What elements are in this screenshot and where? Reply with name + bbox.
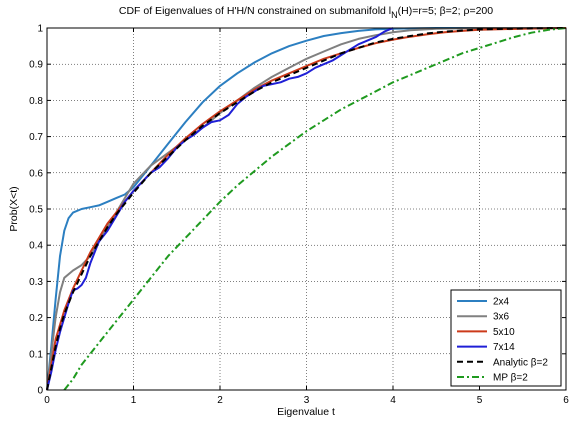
chart-title-main: CDF of Eigenvalues of H'H/N constrained …	[119, 5, 391, 17]
x-tick-label: 1	[131, 395, 137, 406]
y-tick-label: 0.2	[29, 313, 43, 324]
axis-ticks: 0 1 2 3 4 5 6 0 0.1 0.2 0.3 0.4 0.5 0.6 0.7 0.8 0.9 1	[29, 24, 569, 407]
legend-label: 7x14	[493, 342, 515, 353]
series-line-4	[46, 27, 567, 391]
legend-label: 5x10	[493, 327, 515, 338]
x-tick-label: 3	[304, 395, 310, 406]
x-tick-label: 2	[217, 395, 223, 406]
y-axis-label: Prob(X<t)	[8, 186, 20, 231]
chart-title-rest: (H)=r=5; β=2; ρ=200	[398, 5, 494, 17]
series-line-5	[63, 27, 567, 391]
y-tick-label: 0	[37, 386, 43, 397]
x-tick-label: 0	[44, 395, 50, 406]
y-tick-label: 0.8	[29, 96, 43, 107]
y-tick-label: 0.4	[29, 241, 43, 252]
series-line-0	[46, 27, 566, 391]
y-tick-label: 0.9	[29, 60, 43, 71]
plot-area-border	[46, 27, 567, 391]
y-tick-label: 0.7	[29, 132, 43, 143]
y-tick-label: 1	[37, 24, 43, 35]
x-tick-label: 5	[477, 395, 483, 406]
y-tick-label: 0.6	[29, 168, 43, 179]
y-tick-label: 0.5	[29, 205, 43, 216]
legend-label: 2x4	[493, 297, 510, 308]
y-tick-label: 0.3	[29, 277, 43, 288]
legend-label: 3x6	[493, 312, 510, 323]
chart-title-subscript: N	[391, 10, 398, 20]
legend: 2x4 3x6 5x10 7x14 Analytic β=2 MP β=2	[450, 289, 562, 387]
series-line-3	[46, 27, 394, 391]
legend-label: MP β=2	[493, 373, 528, 384]
series-line-2	[46, 27, 567, 391]
series-lines	[46, 27, 567, 391]
legend-label: Analytic β=2	[493, 357, 548, 368]
x-axis-label: Eigenvalue t	[277, 406, 335, 418]
chart-title: CDF of Eigenvalues of H'H/N constrained …	[119, 5, 493, 20]
y-tick-label: 0.1	[29, 349, 43, 360]
x-tick-label: 6	[563, 395, 569, 406]
x-tick-label: 4	[390, 395, 396, 406]
legend-box	[450, 289, 562, 387]
